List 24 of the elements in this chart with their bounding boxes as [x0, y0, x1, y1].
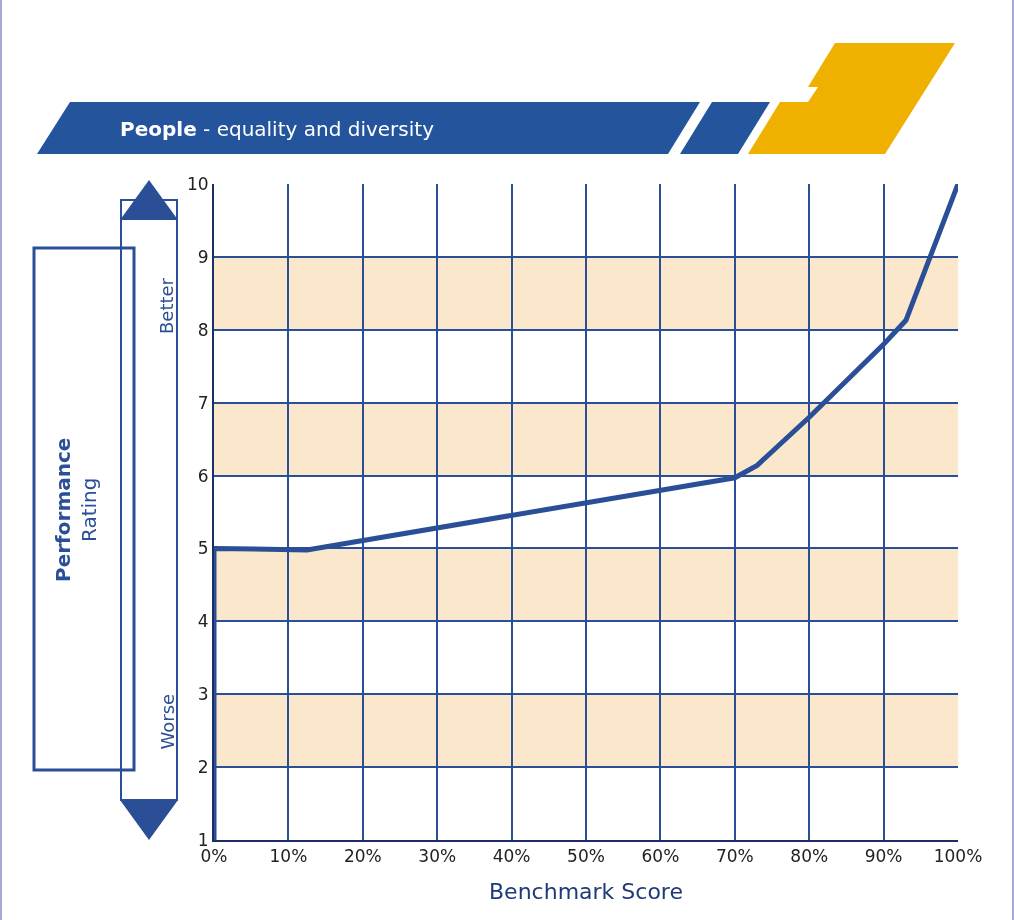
- x-tick-label: 90%: [864, 846, 903, 867]
- y-tick-label: 10: [186, 173, 209, 194]
- x-tick-label: 20%: [343, 846, 382, 867]
- y-tick-label: 5: [197, 538, 209, 559]
- x-tick-label: 10%: [269, 846, 308, 867]
- y-tick-label: 4: [197, 611, 209, 632]
- x-tick-label: 50%: [567, 846, 605, 867]
- y-tick-label: 7: [197, 392, 209, 413]
- y-tick-label: 9: [197, 246, 209, 267]
- text: Worse: [156, 693, 178, 750]
- y-axis-title: Performance Rating: [51, 437, 101, 582]
- x-tick-label: 80%: [790, 846, 829, 867]
- x-axis-title: Benchmark Score: [489, 878, 683, 904]
- y-tick-label: 2: [197, 757, 209, 778]
- y-tick-label: 6: [197, 465, 209, 486]
- chart-title: People - equality and diversity: [120, 117, 435, 141]
- x-tick-label: 100%: [933, 846, 983, 867]
- y-tick-label: 8: [197, 319, 209, 340]
- y-tick-label: 3: [197, 684, 209, 705]
- x-tick-label: 30%: [418, 846, 457, 867]
- x-tick-label: 40%: [492, 846, 531, 867]
- x-tick-label: 60%: [641, 846, 680, 867]
- x-tick-label: 70%: [715, 846, 754, 867]
- text: Better: [156, 277, 177, 334]
